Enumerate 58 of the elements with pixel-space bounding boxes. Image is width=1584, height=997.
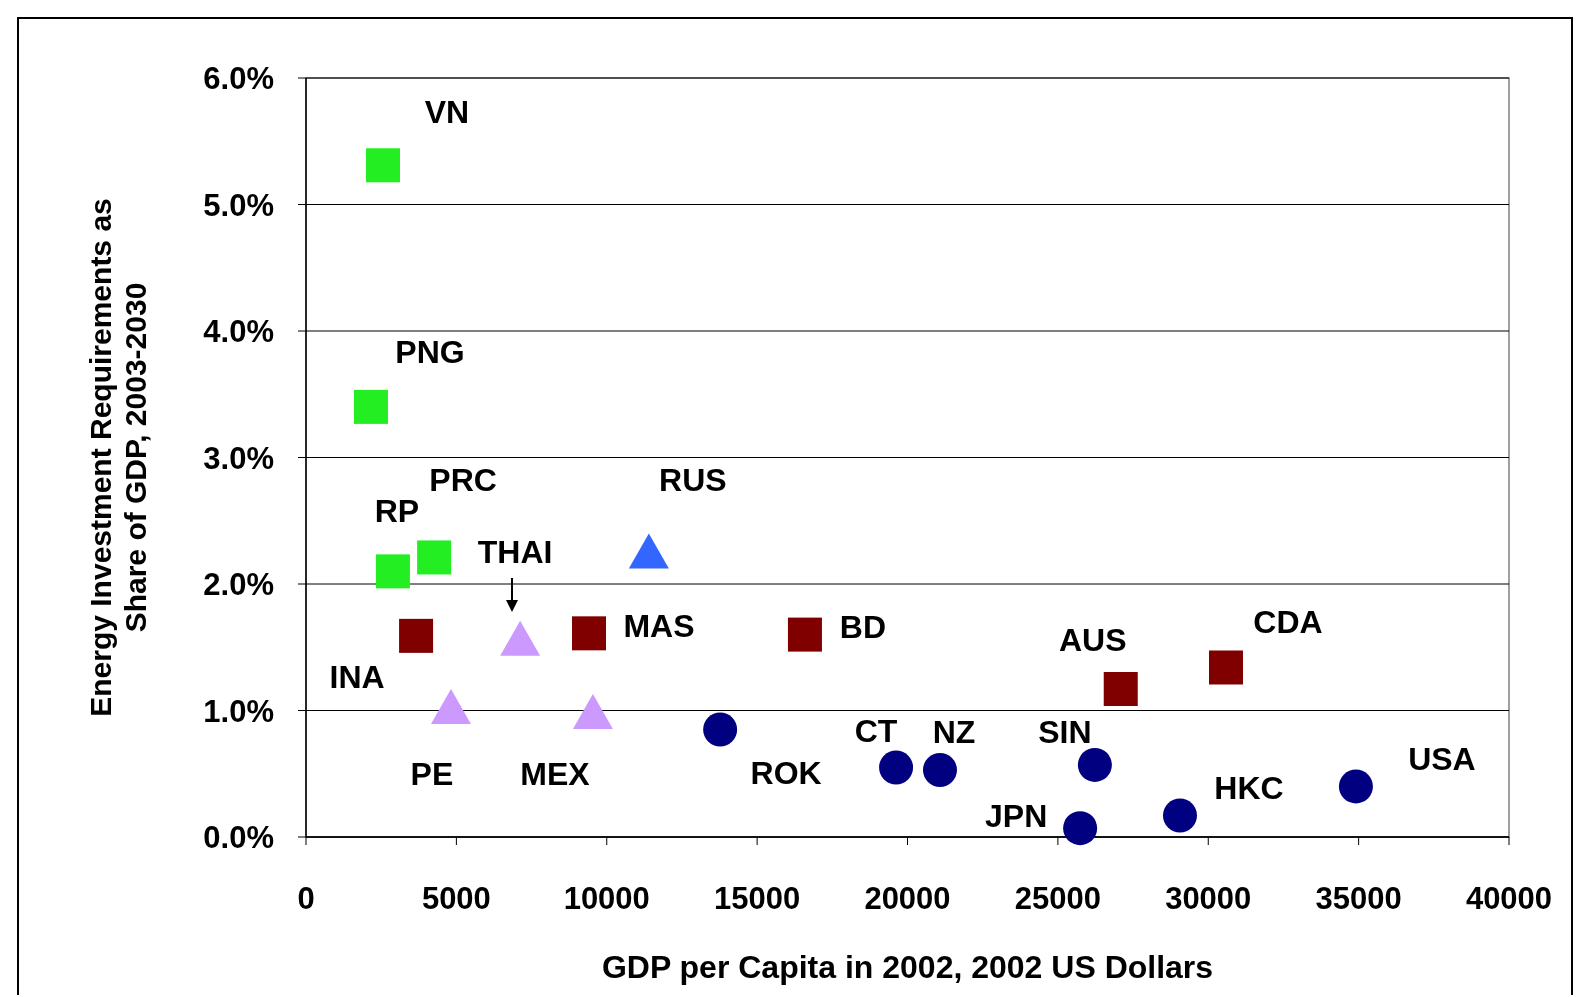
- point: [353, 389, 388, 424]
- annotation: RP: [374, 493, 420, 530]
- annotation: PE: [410, 755, 454, 792]
- annotation: PNG: [395, 333, 465, 370]
- point: [879, 750, 914, 785]
- point: [500, 620, 541, 656]
- point: [922, 752, 957, 787]
- annotation: RUS: [659, 462, 727, 499]
- point: [375, 554, 410, 589]
- x-tick-label: 35000: [1315, 881, 1402, 916]
- x-tick-label: 0: [297, 881, 315, 916]
- x-tick-label: 20000: [864, 881, 951, 916]
- annotation: THAI: [477, 533, 553, 570]
- x-tick-label: 30000: [1165, 881, 1252, 916]
- annotation: INA: [329, 658, 385, 695]
- x-tick-label: 5000: [421, 881, 491, 916]
- annotation: CT: [854, 713, 898, 750]
- annotation: PRC: [429, 462, 497, 499]
- annotation: HKC: [1214, 770, 1284, 807]
- point: [1063, 811, 1098, 846]
- point: [399, 618, 434, 653]
- point: [417, 540, 452, 575]
- point: [1103, 672, 1138, 706]
- annotation: MEX: [520, 756, 591, 793]
- point: [787, 617, 822, 652]
- annotation: CDA: [1253, 604, 1323, 641]
- x-tick-label: 25000: [1014, 881, 1101, 916]
- annotation: USA: [1408, 741, 1476, 778]
- y-axis-title: Energy Investment Requirements as Share of GDP, 2003-2030: [84, 198, 152, 717]
- point: [1338, 769, 1373, 804]
- y-tick-label: 2.0%: [203, 567, 274, 602]
- annotation: ROK: [750, 755, 822, 792]
- annotation: BD: [839, 608, 887, 645]
- point: [572, 694, 613, 730]
- point: [628, 533, 669, 569]
- point: [365, 148, 400, 183]
- point: [703, 712, 738, 747]
- y-tick-label: 1.0%: [203, 693, 274, 729]
- point: [572, 616, 607, 651]
- annotation: SIN: [1038, 713, 1092, 750]
- y-tick-label: 5.0%: [203, 187, 274, 223]
- annotation: VN: [424, 94, 470, 131]
- point: [1162, 798, 1197, 833]
- y-tick-label: 6.0%: [203, 61, 274, 96]
- point: [1208, 650, 1243, 685]
- annotation: AUS: [1058, 621, 1127, 658]
- point: [1077, 747, 1112, 782]
- x-tick-label: 15000: [714, 881, 801, 916]
- annotation: MAS: [623, 608, 695, 645]
- x-tick-label: 10000: [563, 881, 650, 916]
- y-tick-label: 0.0%: [203, 820, 274, 855]
- annotation: NZ: [932, 713, 976, 750]
- x-tick-label: 40000: [1465, 881, 1553, 916]
- x-axis-title: GDP per Capita in 2002, 2002 US Dollars: [601, 949, 1214, 985]
- y-tick-label: 3.0%: [203, 440, 274, 476]
- y-tick-label: 4.0%: [203, 314, 274, 349]
- annotation: JPN: [985, 798, 1048, 835]
- point: [430, 688, 471, 724]
